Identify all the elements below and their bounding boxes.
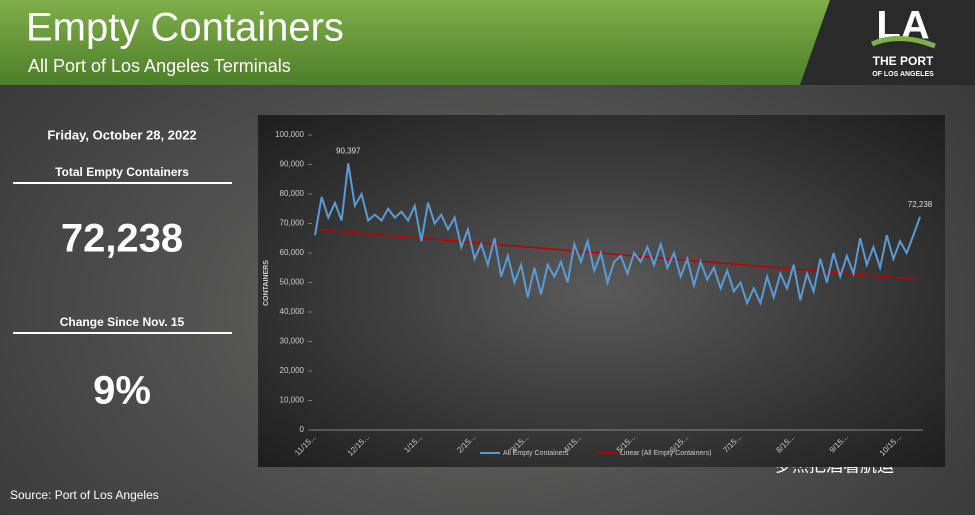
y-tick-label: 40,000 bbox=[280, 307, 305, 316]
title: Empty Containers bbox=[26, 6, 344, 50]
trendline bbox=[314, 228, 921, 281]
logo-band bbox=[800, 0, 975, 85]
subtitle: All Port of Los Angeles Terminals bbox=[28, 56, 291, 76]
series-line bbox=[314, 163, 921, 307]
logo-line1: THE PORT bbox=[873, 54, 934, 68]
y-tick-label: 70,000 bbox=[280, 219, 305, 228]
y-tick-label: 0 bbox=[300, 425, 305, 434]
chart-panel bbox=[258, 115, 945, 467]
y-tick-label: 80,000 bbox=[280, 189, 305, 198]
data-label: 72,238 bbox=[908, 200, 933, 209]
source: Source: Port of Los Angeles bbox=[10, 488, 159, 502]
total-label: Total Empty Containers bbox=[55, 165, 189, 179]
y-tick-label: 90,000 bbox=[280, 160, 305, 169]
legend-label: All Empty Containers bbox=[503, 450, 569, 457]
total-value: 72,238 bbox=[61, 217, 183, 261]
logo-line2: OF LOS ANGELES bbox=[872, 71, 934, 78]
y-tick-label: 10,000 bbox=[280, 396, 305, 405]
y-tick-label: 50,000 bbox=[280, 278, 305, 287]
y-axis-label: CONTAINERS bbox=[263, 260, 270, 306]
logo-swoosh bbox=[871, 35, 936, 49]
header-band bbox=[0, 0, 830, 85]
y-tick-label: 100,000 bbox=[275, 130, 304, 139]
date: Friday, October 28, 2022 bbox=[47, 127, 196, 142]
legend-label: Linear (All Empty Containers) bbox=[620, 450, 711, 457]
change-label: Change Since Nov. 15 bbox=[60, 315, 185, 329]
data-label: 90,397 bbox=[336, 146, 361, 155]
y-tick-label: 30,000 bbox=[280, 337, 305, 346]
y-tick-label: 60,000 bbox=[280, 248, 305, 257]
y-tick-label: 20,000 bbox=[280, 366, 305, 375]
change-value: 9% bbox=[93, 369, 151, 413]
